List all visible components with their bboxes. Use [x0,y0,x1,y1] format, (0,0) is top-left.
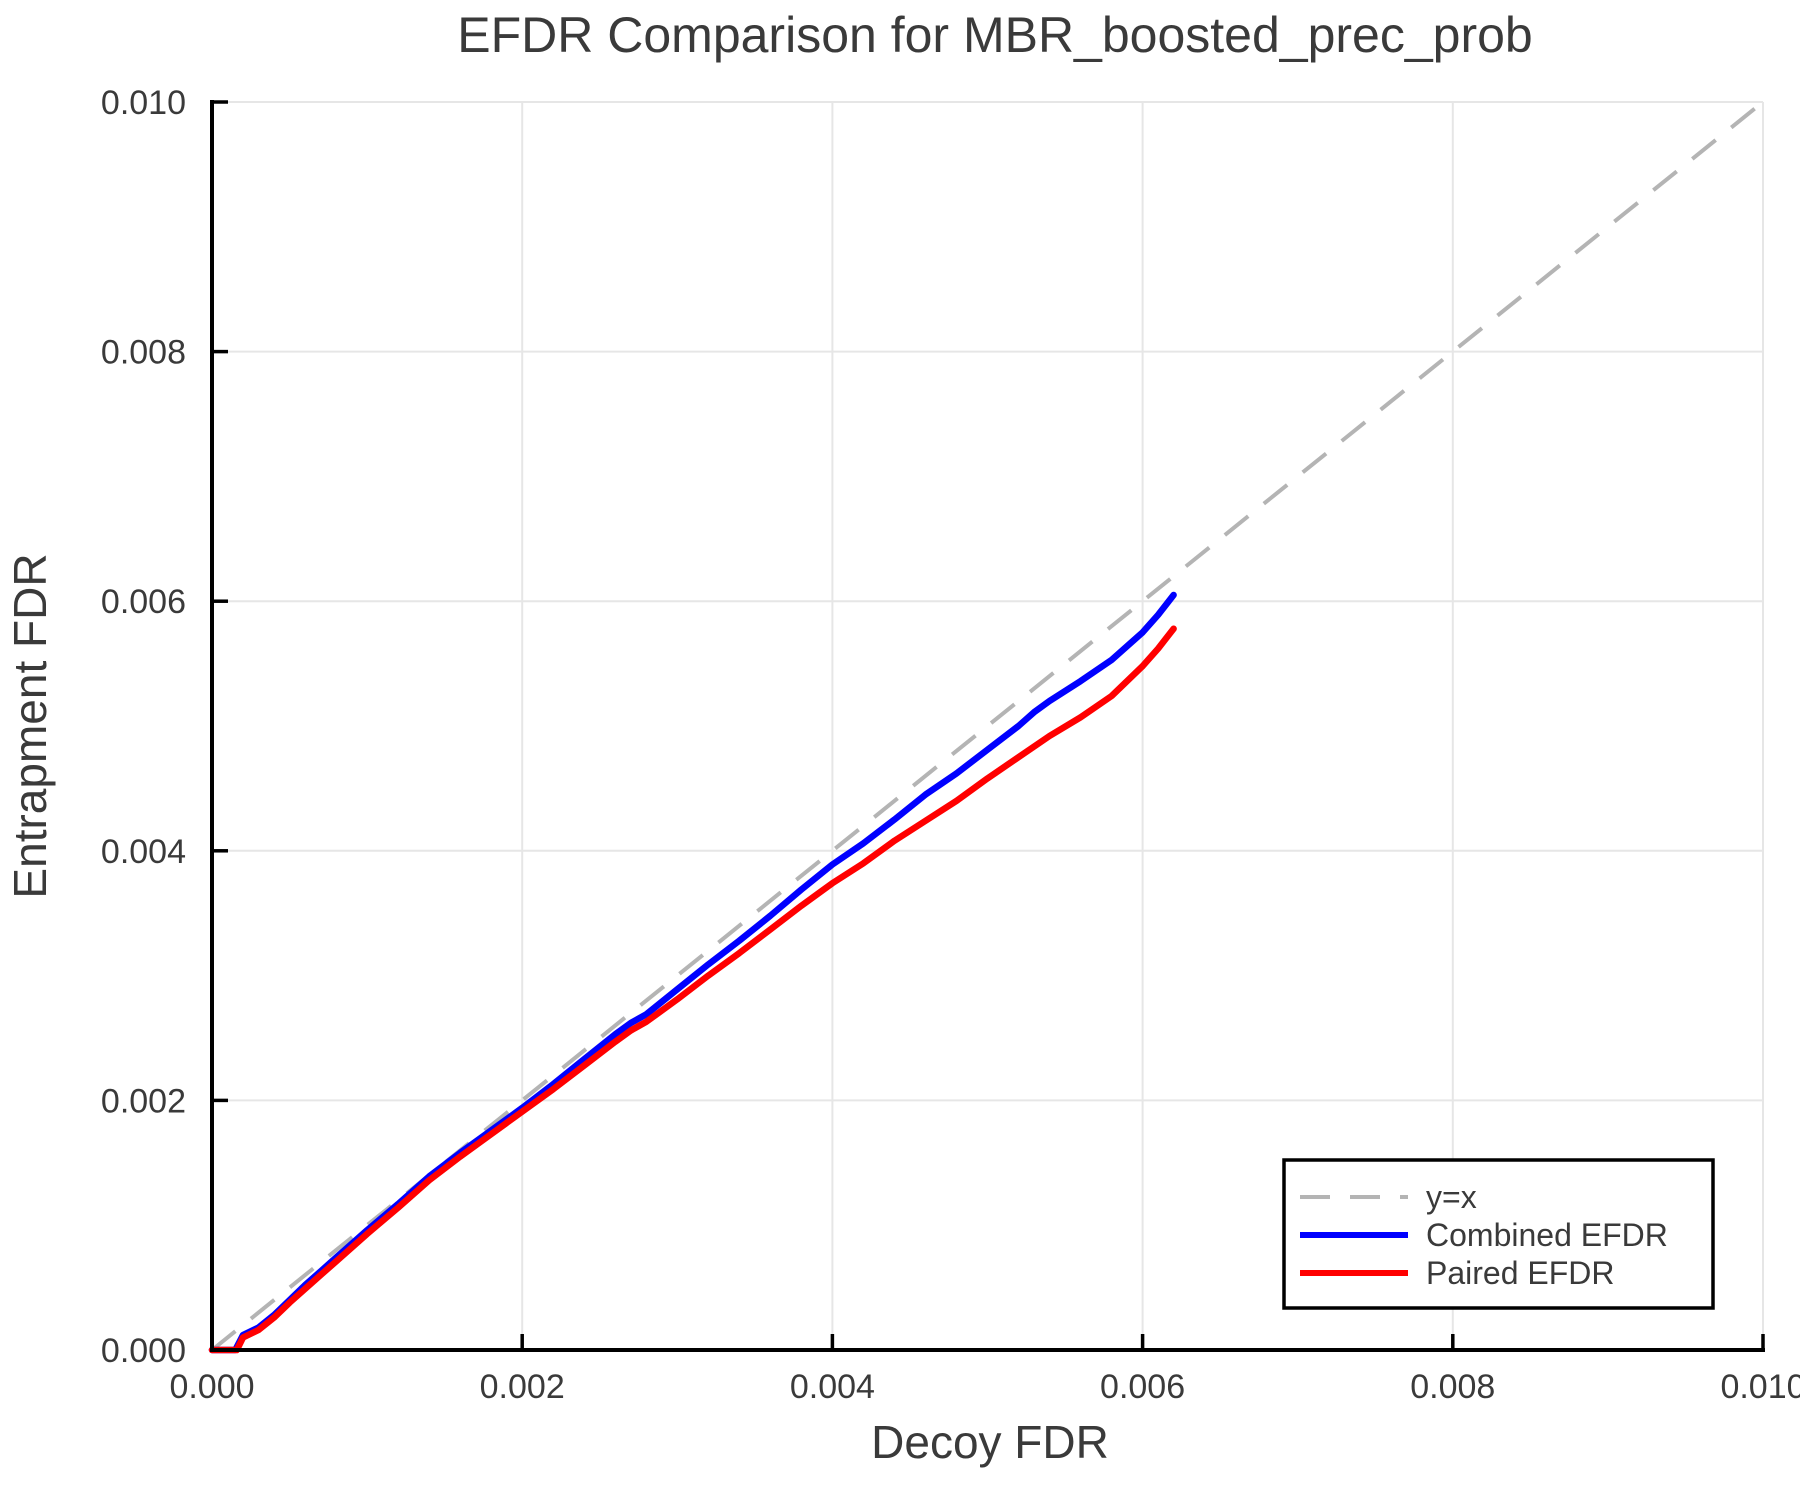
x-tick-label: 0.010 [1720,1368,1800,1406]
y-tick-label: 0.000 [101,1332,186,1370]
x-tick-label: 0.006 [1100,1368,1185,1406]
x-tick-label: 0.002 [480,1368,565,1406]
axis-ticks [210,100,1765,1352]
y-tick-label: 0.006 [101,583,186,621]
gridlines [212,101,1764,1350]
y-tick-label: 0.010 [101,84,186,122]
legend-label-paired-efdr: Paired EFDR [1426,1255,1615,1291]
series-line-combined-efdr [208,591,1177,1354]
axes-spines [210,100,1765,1352]
legend-label-combined-efdr: Combined EFDR [1426,1217,1668,1253]
series-line-y-x [210,100,1765,1352]
y-axis-label: Entrapment FDR [4,553,56,898]
x-tick-label: 0.004 [790,1368,875,1406]
x-tick-label: 0.008 [1410,1368,1495,1406]
y-tick-label: 0.008 [101,334,186,372]
y-tick-label: 0.004 [101,833,186,871]
series-line-paired-efdr [208,625,1177,1354]
axis-tick-labels: 0.000 0.002 0.004 0.006 0.008 0.010 0.000 0.002… [101,84,1800,1406]
legend-label-y-x: y=x [1426,1179,1477,1215]
x-tick-label: 0.000 [169,1368,254,1406]
chart-title: EFDR Comparison for MBR_boosted_prec_pro… [457,7,1533,63]
x-axis-label: Decoy FDR [871,1416,1109,1468]
plot-series [208,100,1765,1354]
y-tick-label: 0.002 [101,1082,186,1120]
